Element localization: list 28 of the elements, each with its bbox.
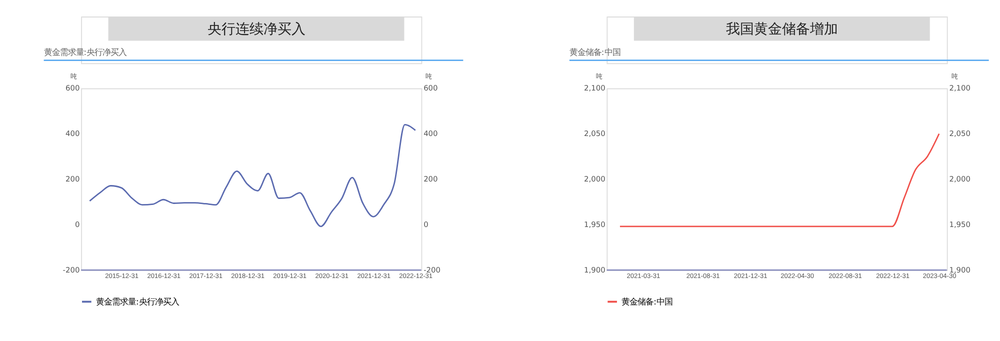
y2-tick-label: 0 [424,220,429,229]
y2-tick-label: 400 [424,129,438,138]
y2-tick-label: -200 [424,265,441,274]
y-tick-label: 200 [65,174,80,184]
y-tick-label: 2,000 [584,174,606,184]
y-tick-label: 600 [65,84,80,93]
y2-tick-label: 2,000 [949,174,971,184]
y2-tick-label: 600 [424,84,438,93]
y2-tick-label: 1,900 [949,265,971,274]
legend-label: 黄金需求量:央行净买入 [96,296,179,307]
chart-subtitle: 黄金需求量:央行净买入 [44,46,127,57]
y-tick-label: 0 [74,220,80,229]
y-tick-label: 400 [65,129,80,138]
y-tick-label: 1,900 [584,265,606,274]
chart-subtitle: 黄金储备:中国 [569,46,620,57]
y-tick-label: 1,950 [584,220,606,229]
legend-label: 黄金储备:中国 [622,296,672,307]
y2-tick-label: 2,050 [949,129,971,138]
y2-tick-label: 200 [424,174,438,184]
chart-title: 我国黄金储备增加 [726,21,838,38]
y2-tick-label: 2,100 [949,84,971,93]
line-series [89,124,416,228]
y-tick-label: -200 [62,265,80,274]
line-series [619,133,940,228]
y-tick-label: 2,100 [584,84,606,93]
chart-title: 央行连续净买入 [207,21,306,38]
y-tick-label: 2,050 [584,129,606,138]
y2-tick-label: 1,950 [949,220,971,229]
